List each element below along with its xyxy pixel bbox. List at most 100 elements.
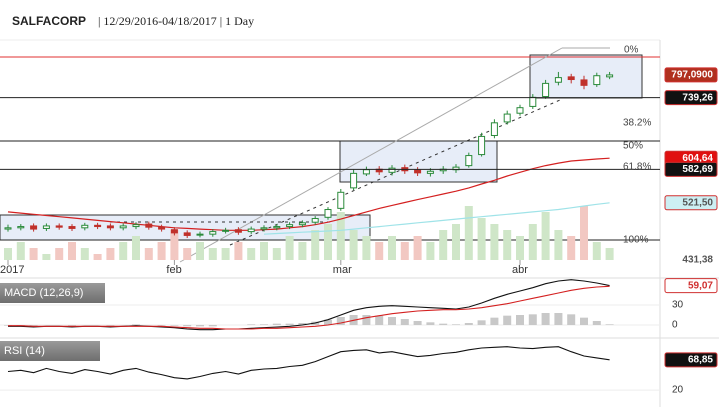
value-box	[664, 352, 718, 368]
histogram-bar	[157, 325, 166, 326]
candle-body	[132, 224, 140, 228]
candle-body	[414, 169, 422, 174]
histogram-bar	[106, 325, 115, 326]
histogram-bar	[196, 325, 204, 327]
x-tick-label: abr	[512, 264, 528, 276]
histogram-bar	[183, 325, 192, 327]
value-box	[664, 195, 718, 211]
candle-body	[170, 229, 178, 234]
candle-body	[209, 231, 217, 235]
volume-bar	[426, 242, 435, 260]
histogram-bar	[464, 323, 473, 325]
volume-bar	[221, 248, 230, 260]
histogram-bar	[400, 319, 409, 325]
candle-body	[183, 232, 191, 236]
candle-body	[567, 76, 575, 81]
candle-body	[298, 222, 306, 226]
value-label: 582,69	[682, 164, 713, 175]
histogram-bar	[298, 323, 307, 325]
indicator-line	[7, 346, 610, 380]
candle-body	[145, 223, 153, 228]
histogram-bar	[503, 315, 512, 325]
volume-bar	[362, 236, 371, 260]
value-box	[664, 161, 718, 177]
value-box	[664, 90, 718, 106]
candle-body	[580, 79, 588, 86]
value-label: 739,26	[682, 92, 713, 103]
candle-body	[4, 227, 12, 230]
y-tick-label: 0	[672, 320, 678, 331]
histogram-bar	[362, 315, 371, 325]
candle-body	[286, 224, 294, 228]
volume-bar	[42, 254, 51, 260]
histogram-bar	[580, 317, 588, 325]
candle-body	[222, 229, 230, 232]
histogram-bar	[516, 315, 524, 325]
histogram-bar	[528, 314, 537, 325]
volume-bar	[4, 248, 12, 260]
candle-body	[68, 226, 76, 229]
volume-bar	[464, 206, 473, 260]
candle-body	[119, 225, 127, 229]
volume-bar	[490, 224, 499, 260]
histogram-bar	[388, 317, 396, 325]
histogram-bar	[375, 315, 384, 325]
trend-line	[179, 47, 563, 263]
value-label: 604,64	[682, 153, 713, 164]
panel-title-bg	[0, 341, 100, 361]
candle-body	[465, 155, 473, 167]
candle-body	[388, 167, 396, 173]
candle-body	[247, 228, 255, 233]
volume-bar	[400, 242, 409, 260]
rsi-title: RSI (14)	[4, 345, 45, 357]
candle-body	[324, 209, 332, 218]
range: | 12/29/2016-04/18/2017 | 1 Day	[98, 14, 254, 28]
volume-bar	[580, 206, 588, 260]
volume-bar	[16, 242, 25, 260]
candle-body	[503, 113, 511, 123]
value-label: 68,85	[688, 354, 713, 365]
candle-body	[554, 77, 562, 83]
fib-label: 38.2%	[623, 118, 651, 129]
candle-body	[337, 191, 345, 209]
y-tick-label: 20	[672, 385, 684, 396]
x-tick-label: feb	[166, 264, 181, 276]
candle-body	[542, 82, 550, 98]
volume-bar	[285, 236, 294, 260]
histogram-bar	[260, 324, 268, 325]
candle-body	[94, 224, 102, 228]
histogram-bar	[490, 317, 499, 325]
volume-bar	[541, 212, 550, 260]
value-box	[664, 278, 718, 294]
histogram-bar	[592, 321, 601, 325]
y-tick-label: 30	[672, 300, 684, 311]
candle-body	[478, 135, 486, 156]
histogram-bar	[170, 325, 179, 326]
candle-body	[234, 229, 242, 233]
volume-bar	[93, 254, 102, 260]
candle-body	[81, 224, 89, 229]
fib-label: 61.8%	[623, 162, 651, 173]
candle-body	[311, 218, 319, 223]
candle-body	[260, 227, 268, 230]
volume-bar	[413, 236, 422, 260]
ticker: SALFACORP	[12, 14, 86, 28]
volume-bar	[311, 230, 320, 260]
candle-body	[196, 233, 204, 236]
volume-bar	[106, 248, 115, 260]
histogram-bar	[567, 314, 576, 325]
volume-bar	[144, 248, 153, 260]
x-tick-label: mar	[333, 264, 352, 276]
volume-bar	[132, 236, 140, 260]
histogram-bar	[452, 324, 460, 325]
volume-bar	[567, 236, 576, 260]
volume-bar	[29, 248, 38, 260]
candle-body	[516, 107, 524, 114]
histogram-bar	[247, 324, 256, 325]
range-box	[339, 140, 498, 183]
panel-title-bg	[0, 283, 105, 303]
volume-bar	[592, 242, 601, 260]
volume-bar	[68, 242, 76, 260]
candle-body	[362, 169, 370, 175]
volume-bar	[157, 242, 166, 260]
